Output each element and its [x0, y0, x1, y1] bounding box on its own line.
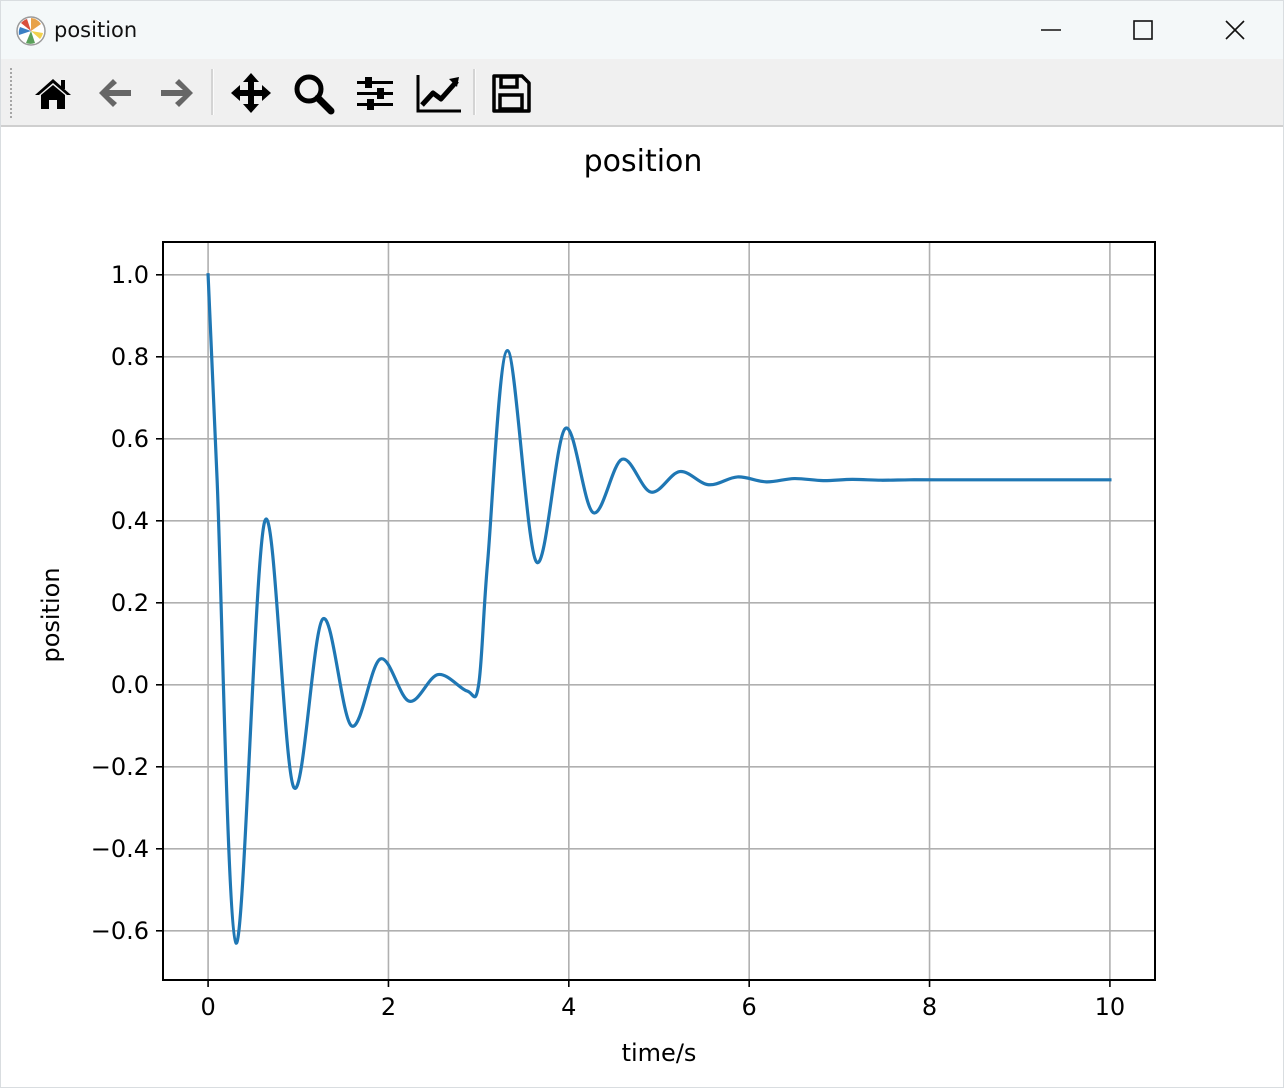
y-axis-label: position — [37, 567, 65, 662]
close-icon — [1225, 20, 1245, 40]
y-tick-label: 0.2 — [111, 589, 149, 617]
y-tick-label: 0.4 — [111, 507, 149, 535]
zoom-button[interactable] — [287, 67, 339, 119]
toolbar-separator — [211, 69, 214, 115]
back-button[interactable] — [89, 67, 141, 119]
toolbar-separator — [473, 69, 476, 115]
data-series — [206, 273, 1112, 945]
minimize-button[interactable] — [1005, 1, 1097, 59]
home-button[interactable] — [27, 67, 79, 119]
window-title: position — [54, 18, 138, 42]
x-tick-label: 6 — [742, 993, 757, 1021]
navigation-toolbar — [1, 59, 1283, 127]
x-tick-label: 4 — [561, 993, 576, 1021]
title-bar[interactable]: position — [1, 1, 1283, 59]
matplotlib-logo-icon — [16, 16, 46, 46]
edit-axis-button[interactable] — [411, 67, 463, 119]
y-tick-label: 0.6 — [111, 425, 149, 453]
move-arrows-icon — [231, 73, 271, 113]
y-tick-label: −0.2 — [91, 753, 149, 781]
axis-ticks: 0 2 4 6 8 10 1.0 0.8 0.6 0.4 0.2 0.0 −0.2 −0.4 −0.6 — [91, 261, 1125, 1021]
figure-canvas[interactable]: position 0 2 4 6 8 10 1.0 0.8 0.6 0.4 0.2 0.0 −0.2 −0… — [1, 127, 1283, 1087]
x-tick-label: 0 — [200, 993, 215, 1021]
arrow-right-icon — [161, 79, 193, 107]
series-line — [206, 273, 1112, 945]
y-tick-label: 1.0 — [111, 261, 149, 289]
chart-title: position — [584, 144, 703, 179]
y-tick-label: −0.6 — [91, 917, 149, 945]
sliders-icon — [357, 77, 393, 110]
close-button[interactable] — [1189, 1, 1281, 59]
y-tick-label: 0.0 — [111, 671, 149, 699]
minimize-icon — [1041, 29, 1061, 31]
x-tick-label: 2 — [381, 993, 396, 1021]
home-icon — [35, 79, 71, 109]
forward-button[interactable] — [151, 67, 203, 119]
x-tick-label: 8 — [922, 993, 937, 1021]
toolbar-grip[interactable] — [9, 67, 13, 119]
maximize-button[interactable] — [1097, 1, 1189, 59]
grid-lines — [163, 242, 1155, 980]
floppy-disk-icon — [492, 74, 531, 113]
save-button[interactable] — [485, 67, 537, 119]
configure-subplots-button[interactable] — [349, 67, 401, 119]
magnifier-icon — [294, 74, 335, 115]
line-chart-icon — [416, 75, 461, 113]
arrow-left-icon — [99, 79, 131, 107]
y-tick-label: 0.8 — [111, 343, 149, 371]
pan-button[interactable] — [225, 67, 277, 119]
maximize-icon — [1133, 20, 1153, 40]
x-axis-label: time/s — [622, 1039, 697, 1067]
x-tick-label: 10 — [1095, 993, 1126, 1021]
y-tick-label: −0.4 — [91, 835, 149, 863]
plot-canvas[interactable]: position 0 2 4 6 8 10 1.0 0.8 0.6 0.4 0.2 0.0 −0.2 −0… — [1, 127, 1283, 1085]
axes-frame — [162, 241, 1156, 981]
